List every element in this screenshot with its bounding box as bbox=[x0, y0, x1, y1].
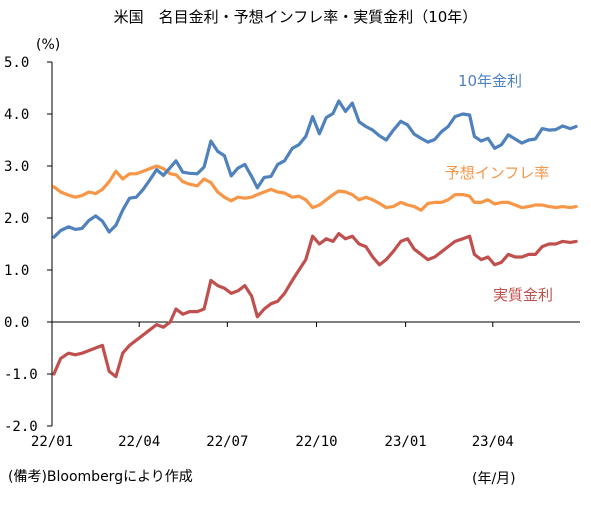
y-tick-label: -1.0 bbox=[4, 367, 38, 383]
x-tick-label: 22/07 bbox=[206, 434, 248, 450]
x-axis-unit-label: (年/月) bbox=[472, 471, 516, 487]
series-line-nominal-yield bbox=[52, 99, 578, 239]
x-tick-label: 22/01 bbox=[31, 434, 73, 450]
y-tick-label: 1.0 bbox=[4, 263, 29, 279]
y-tick-label: 5.0 bbox=[4, 55, 29, 71]
y-tick-label: -2.0 bbox=[4, 419, 38, 435]
series-label-nominal-yield: 10年金利 bbox=[458, 72, 522, 90]
chart-title: 米国 名目金利・予想インフレ率・実質金利（10年） bbox=[113, 8, 478, 26]
y-tick-label: 2.0 bbox=[4, 211, 29, 227]
source-note: (備考)Bloombergにより作成 bbox=[8, 469, 193, 485]
x-tick-label: 22/10 bbox=[295, 434, 337, 450]
series-label-expected-inflation: 予想インフレ率 bbox=[445, 164, 550, 182]
x-tick-label: 23/04 bbox=[472, 434, 514, 450]
y-axis-unit-label: (%) bbox=[36, 37, 61, 53]
series-label-real-yield: 実質金利 bbox=[493, 286, 553, 304]
series-line-expected-inflation bbox=[52, 164, 578, 212]
y-tick-label: 4.0 bbox=[4, 107, 29, 123]
y-tick-label: 3.0 bbox=[4, 159, 29, 175]
x-tick-label: 22/04 bbox=[118, 434, 160, 450]
y-tick-label: 0.0 bbox=[4, 315, 29, 331]
x-tick-label: 23/01 bbox=[385, 434, 427, 450]
series-line-real-yield bbox=[52, 232, 578, 379]
